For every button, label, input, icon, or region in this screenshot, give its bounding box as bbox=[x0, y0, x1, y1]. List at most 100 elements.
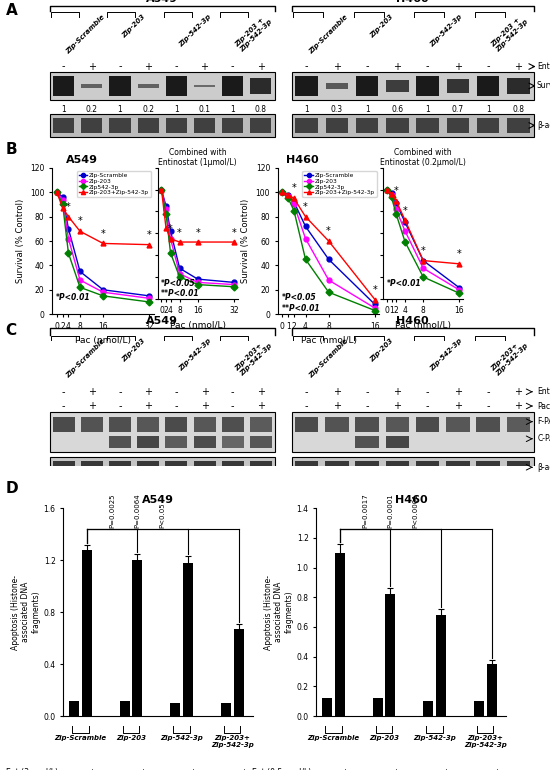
FancyBboxPatch shape bbox=[326, 83, 348, 89]
Title: Combined with
Entinostat (1μmol/L): Combined with Entinostat (1μmol/L) bbox=[158, 148, 237, 167]
FancyBboxPatch shape bbox=[325, 417, 349, 432]
Text: Paclitaxel: Paclitaxel bbox=[537, 401, 550, 410]
Text: Zip-203 +
Zip-542-3p: Zip-203 + Zip-542-3p bbox=[234, 14, 273, 53]
Text: Zip-Scramble: Zip-Scramble bbox=[65, 14, 106, 55]
Text: -: - bbox=[118, 387, 122, 397]
FancyBboxPatch shape bbox=[81, 118, 102, 133]
FancyBboxPatch shape bbox=[292, 114, 534, 137]
Text: Zip-542-3p: Zip-542-3p bbox=[160, 735, 203, 741]
FancyBboxPatch shape bbox=[386, 417, 409, 432]
Text: *: * bbox=[101, 229, 106, 239]
Text: P=0.0001: P=0.0001 bbox=[387, 494, 393, 528]
Text: Zip-Scramble: Zip-Scramble bbox=[308, 14, 349, 55]
Text: *: * bbox=[66, 202, 71, 212]
Text: -: - bbox=[426, 401, 430, 411]
FancyBboxPatch shape bbox=[250, 437, 272, 448]
Text: +: + bbox=[257, 62, 265, 72]
FancyBboxPatch shape bbox=[166, 118, 187, 133]
Text: *: * bbox=[421, 246, 426, 256]
Text: *: * bbox=[372, 285, 377, 295]
FancyBboxPatch shape bbox=[355, 460, 379, 474]
Text: 1: 1 bbox=[230, 105, 235, 114]
FancyBboxPatch shape bbox=[292, 72, 534, 100]
Text: Zip-Scramble: Zip-Scramble bbox=[65, 337, 106, 379]
Bar bbox=[133, 561, 142, 716]
FancyBboxPatch shape bbox=[446, 460, 470, 474]
FancyBboxPatch shape bbox=[356, 118, 378, 133]
Text: +: + bbox=[201, 387, 208, 397]
Text: -: - bbox=[426, 387, 430, 397]
Text: -: - bbox=[331, 768, 333, 770]
Text: *: * bbox=[326, 226, 331, 236]
Text: H460: H460 bbox=[396, 316, 429, 326]
Text: +: + bbox=[442, 768, 449, 770]
Text: Zip-203: Zip-203 bbox=[116, 735, 146, 741]
Text: +: + bbox=[454, 62, 462, 72]
FancyBboxPatch shape bbox=[53, 76, 74, 95]
Text: +: + bbox=[240, 768, 247, 770]
FancyBboxPatch shape bbox=[194, 460, 216, 474]
Text: -: - bbox=[305, 401, 309, 411]
Text: 0.3: 0.3 bbox=[331, 105, 343, 114]
Legend: Zip-Scramble, Zip-203, Zip542-3p, Zip-203+Zip-542-3p: Zip-Scramble, Zip-203, Zip542-3p, Zip-20… bbox=[77, 171, 151, 197]
Text: Zip-203+
Zip-542-3p: Zip-203+ Zip-542-3p bbox=[490, 337, 529, 377]
FancyBboxPatch shape bbox=[194, 437, 216, 448]
Text: A549: A549 bbox=[146, 0, 178, 4]
Text: -: - bbox=[365, 401, 369, 411]
Text: +: + bbox=[341, 768, 348, 770]
Text: H460: H460 bbox=[286, 156, 318, 166]
Text: Zip-203 +
Zip-542-3p: Zip-203 + Zip-542-3p bbox=[490, 14, 529, 53]
Text: *: * bbox=[78, 216, 82, 226]
Bar bbox=[424, 701, 433, 716]
X-axis label: Pac (nmol/L): Pac (nmol/L) bbox=[75, 336, 131, 346]
FancyBboxPatch shape bbox=[81, 417, 103, 432]
FancyBboxPatch shape bbox=[53, 118, 74, 133]
Text: +: + bbox=[139, 768, 146, 770]
Text: *P<0.05: *P<0.05 bbox=[282, 293, 316, 302]
X-axis label: Pac (nmol/L): Pac (nmol/L) bbox=[301, 336, 356, 346]
Text: -: - bbox=[62, 387, 65, 397]
Text: *: * bbox=[457, 249, 462, 259]
Text: **P<0.01: **P<0.01 bbox=[282, 304, 321, 313]
Text: 0.2: 0.2 bbox=[86, 105, 98, 114]
Bar bbox=[69, 701, 79, 716]
Text: Zip-542-3p: Zip-542-3p bbox=[178, 337, 212, 372]
Bar bbox=[183, 563, 193, 716]
FancyBboxPatch shape bbox=[109, 118, 130, 133]
Text: Entinostat: Entinostat bbox=[537, 387, 550, 397]
Text: Ent (3μmol/L): Ent (3μmol/L) bbox=[6, 768, 58, 770]
Y-axis label: Survival (% Control): Survival (% Control) bbox=[241, 199, 250, 283]
FancyBboxPatch shape bbox=[476, 460, 500, 474]
Text: -: - bbox=[231, 62, 234, 72]
FancyBboxPatch shape bbox=[326, 118, 348, 133]
FancyBboxPatch shape bbox=[109, 460, 131, 474]
Text: +: + bbox=[454, 387, 462, 397]
FancyBboxPatch shape bbox=[222, 118, 243, 133]
FancyBboxPatch shape bbox=[477, 76, 499, 95]
FancyBboxPatch shape bbox=[507, 79, 530, 94]
Bar bbox=[474, 701, 484, 716]
Text: 0.1: 0.1 bbox=[199, 105, 211, 114]
FancyBboxPatch shape bbox=[355, 417, 379, 432]
Text: Zip-542-3p: Zip-542-3p bbox=[413, 735, 456, 741]
FancyBboxPatch shape bbox=[416, 76, 439, 95]
Text: *: * bbox=[303, 202, 308, 212]
Text: +: + bbox=[514, 401, 522, 411]
Text: +: + bbox=[514, 387, 522, 397]
Text: 0.7: 0.7 bbox=[452, 105, 464, 114]
Text: +: + bbox=[393, 62, 402, 72]
Text: P<0.05: P<0.05 bbox=[160, 502, 166, 528]
X-axis label: Pac (nmol/L): Pac (nmol/L) bbox=[395, 321, 451, 330]
Text: 0.2: 0.2 bbox=[142, 105, 154, 114]
Bar bbox=[386, 594, 395, 716]
FancyBboxPatch shape bbox=[356, 76, 378, 95]
Text: *: * bbox=[403, 206, 408, 216]
FancyBboxPatch shape bbox=[477, 118, 499, 133]
FancyBboxPatch shape bbox=[292, 412, 534, 451]
Text: *: * bbox=[394, 186, 398, 196]
Text: +: + bbox=[257, 387, 265, 397]
Text: *P<0.05: *P<0.05 bbox=[161, 279, 196, 288]
FancyBboxPatch shape bbox=[222, 437, 244, 448]
Text: B: B bbox=[6, 142, 17, 157]
Text: +: + bbox=[257, 401, 265, 411]
